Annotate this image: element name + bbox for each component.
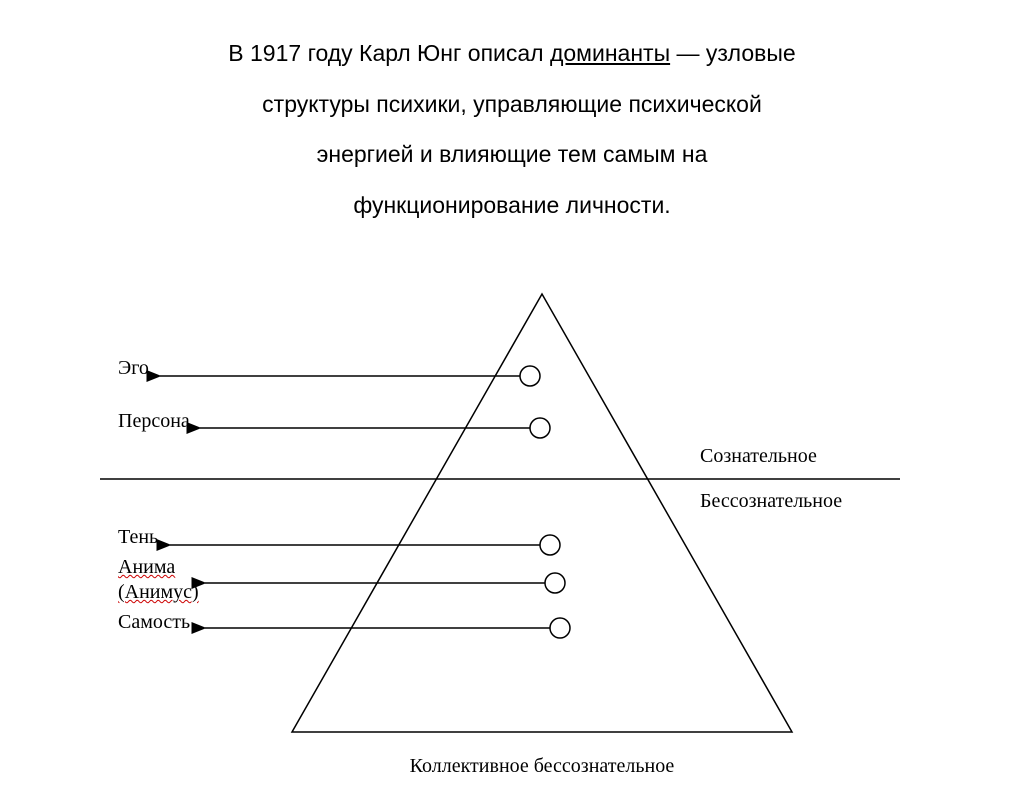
title-line-3: энергией и влияющие тем самым на <box>82 129 942 180</box>
label-anima: Анима <box>118 556 175 579</box>
title-line-2: структуры психики, управляющие психическ… <box>82 79 942 130</box>
shadow-node <box>540 535 560 555</box>
title-line-4: функционирование личности. <box>82 180 942 231</box>
label-conscious: Сознательное <box>700 445 817 468</box>
title-block: В 1917 году Карл Юнг описал доминанты — … <box>82 28 942 230</box>
label-shadow: Тень <box>118 526 158 549</box>
title-suffix1: — узловые <box>670 40 796 66</box>
title-underlined: доминанты <box>550 40 670 66</box>
label-collective: Коллективное бессознательное <box>410 755 675 778</box>
label-self: Самость <box>118 611 190 634</box>
anima-node <box>545 573 565 593</box>
label-ego: Эго <box>118 357 149 380</box>
persona-node <box>530 418 550 438</box>
label-unconscious: Бессознательное <box>700 490 842 513</box>
ego-node <box>520 366 540 386</box>
label-animus: (Анимус) <box>118 581 199 604</box>
title-line-1: В 1917 году Карл Юнг описал доминанты — … <box>82 28 942 79</box>
title-prefix: В 1917 году Карл Юнг описал <box>228 40 550 66</box>
label-persona: Персона <box>118 410 190 433</box>
self-node <box>550 618 570 638</box>
